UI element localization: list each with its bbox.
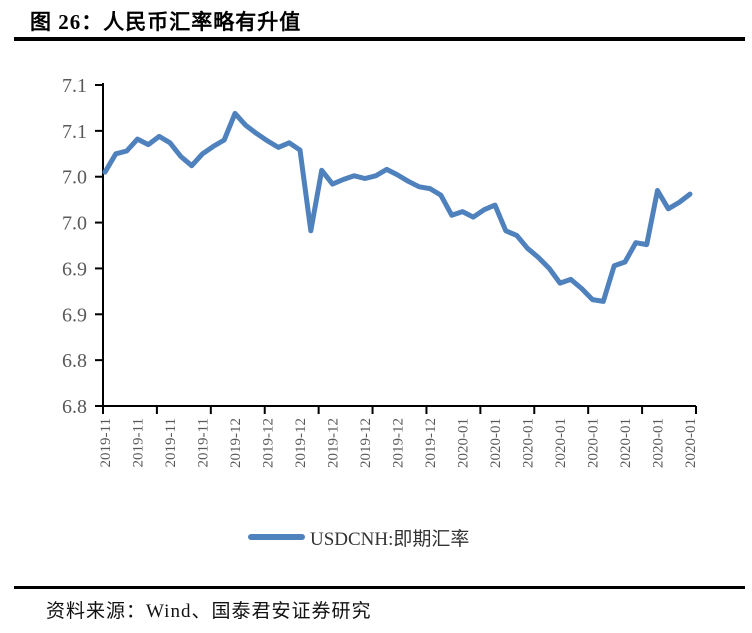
x-axis-label: 2020-01 [586, 418, 602, 468]
y-axis-label: 6.8 [62, 396, 87, 418]
x-axis-label: 2019-12 [391, 418, 407, 468]
source-divider [14, 586, 745, 589]
line-chart: 7.1 7.1 7.0 7.0 6.9 6.9 6.8 6.8 2019-11 2019-11 20… [62, 75, 699, 468]
x-axis-label: 2020-01 [553, 418, 569, 468]
source-note: 资料来源：Wind、国泰君安证券研究 [46, 601, 372, 622]
y-axis-label: 6.9 [62, 304, 87, 326]
x-axis-label: 2019-12 [358, 418, 374, 468]
x-axis-label: 2020-01 [456, 418, 472, 468]
y-axis-label: 6.8 [62, 350, 87, 372]
y-axis-label: 7.1 [62, 75, 87, 97]
y-axis-label: 7.0 [62, 213, 87, 235]
x-axis-label: 2020-01 [683, 418, 699, 468]
legend: USDCNH:即期汇率 [248, 525, 470, 550]
x-axis-label: 2019-11 [131, 418, 147, 467]
figure-title: 图 26：人民币汇率略有升值 [30, 10, 302, 34]
axis-frame [102, 83, 696, 407]
x-axis-label: 2019-12 [423, 418, 439, 468]
series-line-usdcnh [102, 110, 693, 304]
x-axis-label: 2019-11 [98, 418, 114, 467]
x-axis-label: 2019-11 [196, 418, 212, 467]
y-axis-label: 7.1 [62, 121, 87, 143]
x-axis-label: 2020-01 [651, 418, 667, 468]
x-axis-label: 2020-01 [521, 418, 537, 468]
x-axis-label: 2019-12 [293, 418, 309, 468]
x-axis-label: 2019-12 [228, 418, 244, 468]
y-axis-label: 7.0 [62, 167, 87, 189]
title-divider [14, 37, 745, 41]
legend-line-swatch [248, 534, 305, 540]
x-axis-label: 2019-12 [326, 418, 342, 468]
legend-label: USDCNH:即期汇率 [310, 528, 470, 550]
y-axis-label: 6.9 [62, 258, 87, 280]
x-axis-label: 2019-12 [261, 418, 277, 468]
x-axis-label: 2019-11 [163, 418, 179, 467]
x-axis-label: 2020-01 [488, 418, 504, 468]
x-axis-label: 2020-01 [618, 418, 634, 468]
